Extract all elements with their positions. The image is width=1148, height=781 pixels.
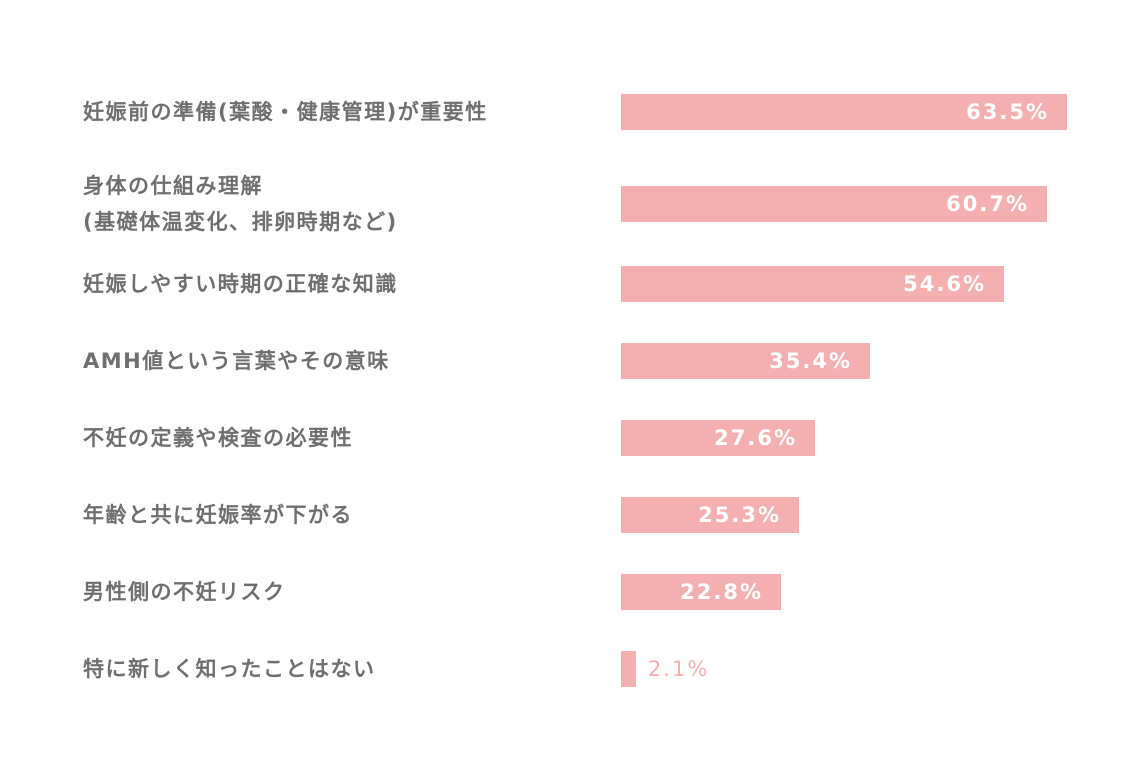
bar: 35.4% [621,343,870,379]
category-label: (基礎体温変化、排卵時期など) [83,210,398,234]
value-label: 27.6% [714,426,797,450]
bar: 22.8% [621,574,781,610]
value-label: 35.4% [769,349,852,373]
category-label: 妊娠しやすい時期の正確な知識 [83,272,398,296]
category-label: 男性側の不妊リスク [83,580,286,604]
category-label: 特に新しく知ったことはない [83,657,376,681]
bar: 2.1% [621,651,707,687]
bar: 25.3% [621,497,799,533]
value-label: 60.7% [946,192,1029,216]
category-label: 身体の仕組み理解 [83,174,263,198]
value-label: 25.3% [698,503,781,527]
value-label: 63.5% [966,100,1049,124]
bar: 63.5% [621,94,1067,130]
category-label: AMH値という言葉やその意味 [83,349,390,373]
value-label: 22.8% [680,580,763,604]
bar: 60.7% [621,186,1047,222]
category-label: 年齢と共に妊娠率が下がる [83,503,353,527]
category-label: 妊娠前の準備(葉酸・健康管理)が重要性 [83,100,488,124]
bar: 54.6% [621,266,1004,302]
bar: 27.6% [621,420,815,456]
value-label: 2.1% [648,657,710,681]
category-label: 不妊の定義や検査の必要性 [83,426,353,450]
value-label: 54.6% [903,272,986,296]
